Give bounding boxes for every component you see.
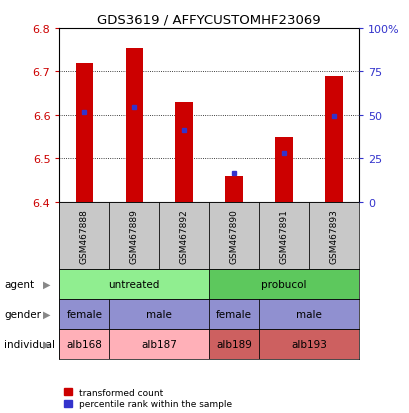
Bar (258, 329, 358, 359)
Text: GSM467893: GSM467893 (328, 209, 337, 263)
Bar (59, 299, 109, 329)
Text: ▶: ▶ (43, 339, 51, 349)
Text: gender: gender (4, 309, 41, 319)
Bar (209, 202, 258, 269)
Bar (258, 202, 308, 269)
Text: GSM467892: GSM467892 (179, 209, 188, 263)
Bar (324, 77, 342, 202)
Bar (109, 202, 159, 269)
Text: alb193: alb193 (290, 339, 326, 349)
Bar (109, 329, 209, 359)
Text: probucol: probucol (261, 279, 306, 289)
Text: female: female (66, 309, 102, 319)
Bar (225, 176, 242, 202)
Bar (209, 299, 258, 329)
Text: male: male (146, 309, 172, 319)
Bar (274, 138, 292, 202)
Bar (308, 202, 358, 269)
Text: male: male (295, 309, 321, 319)
Text: alb187: alb187 (141, 339, 177, 349)
Text: female: female (216, 309, 252, 319)
Bar (76, 64, 93, 202)
Bar (175, 103, 192, 202)
Bar (59, 329, 109, 359)
Legend: transformed count, percentile rank within the sample: transformed count, percentile rank withi… (64, 388, 232, 408)
Text: GSM467889: GSM467889 (130, 209, 138, 263)
Bar (209, 329, 258, 359)
Text: ▶: ▶ (43, 309, 51, 319)
Bar (258, 299, 358, 329)
Bar (59, 269, 209, 299)
Text: agent: agent (4, 279, 34, 289)
Bar (209, 269, 358, 299)
Text: GSM467888: GSM467888 (80, 209, 89, 263)
Title: GDS3619 / AFFYCUSTOMHF23069: GDS3619 / AFFYCUSTOMHF23069 (97, 13, 320, 26)
Bar (59, 202, 109, 269)
Bar (125, 48, 143, 202)
Text: GSM467891: GSM467891 (279, 209, 288, 263)
Text: alb168: alb168 (66, 339, 102, 349)
Text: untreated: untreated (108, 279, 160, 289)
Text: GSM467890: GSM467890 (229, 209, 238, 263)
Text: alb189: alb189 (216, 339, 252, 349)
Bar (159, 202, 209, 269)
Text: ▶: ▶ (43, 279, 51, 289)
Bar (109, 299, 209, 329)
Text: individual: individual (4, 339, 55, 349)
